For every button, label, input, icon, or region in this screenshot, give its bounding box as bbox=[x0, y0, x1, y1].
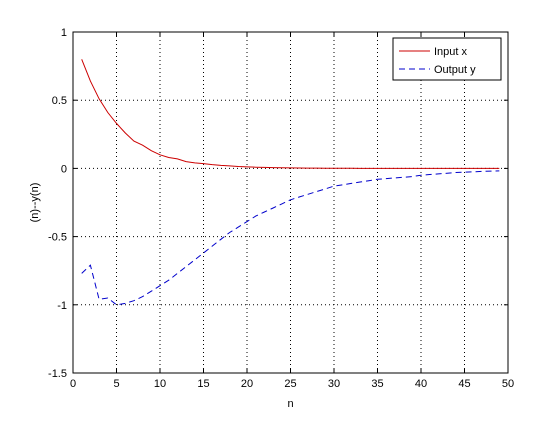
x-axis-label: n bbox=[287, 398, 293, 410]
x-tick-label: 5 bbox=[113, 378, 119, 390]
legend: Input x Output y bbox=[392, 37, 502, 81]
y-tick-label: 0 bbox=[61, 163, 67, 175]
y-tick-label: -0.5 bbox=[48, 232, 67, 244]
legend-box bbox=[392, 37, 502, 81]
grid-lines bbox=[73, 32, 508, 373]
y-axis-label: (n)--y(n) bbox=[29, 183, 41, 223]
series-line-output-y bbox=[81, 170, 500, 306]
plot-area bbox=[73, 32, 508, 373]
x-tick-label: 45 bbox=[458, 378, 470, 390]
y-tick-label: -1.5 bbox=[48, 368, 67, 380]
series-layer bbox=[81, 59, 500, 306]
x-tick-label: 50 bbox=[502, 378, 514, 390]
x-tick-label: 25 bbox=[284, 378, 296, 390]
legend-label-output-y: Output y bbox=[434, 64, 476, 76]
x-tick-label: 20 bbox=[241, 378, 253, 390]
x-tick-label: 10 bbox=[154, 378, 166, 390]
x-tick-label: 35 bbox=[371, 378, 383, 390]
x-tick-label: 40 bbox=[415, 378, 427, 390]
y-tick-label: 0.5 bbox=[52, 95, 67, 107]
y-tick-label: -1 bbox=[57, 300, 67, 312]
x-tick-label: 0 bbox=[70, 378, 76, 390]
series-line-input-x bbox=[81, 59, 500, 169]
legend-label-input-x: Input x bbox=[434, 46, 468, 58]
y-tick-label: 1 bbox=[61, 27, 67, 39]
x-tick-label: 30 bbox=[328, 378, 340, 390]
axis-ticks: 0 5 10 15 20 25 30 35 40 45 50 -1.5 -1 -0.5 0 0.5 1 bbox=[48, 27, 514, 390]
x-tick-label: 15 bbox=[197, 378, 209, 390]
